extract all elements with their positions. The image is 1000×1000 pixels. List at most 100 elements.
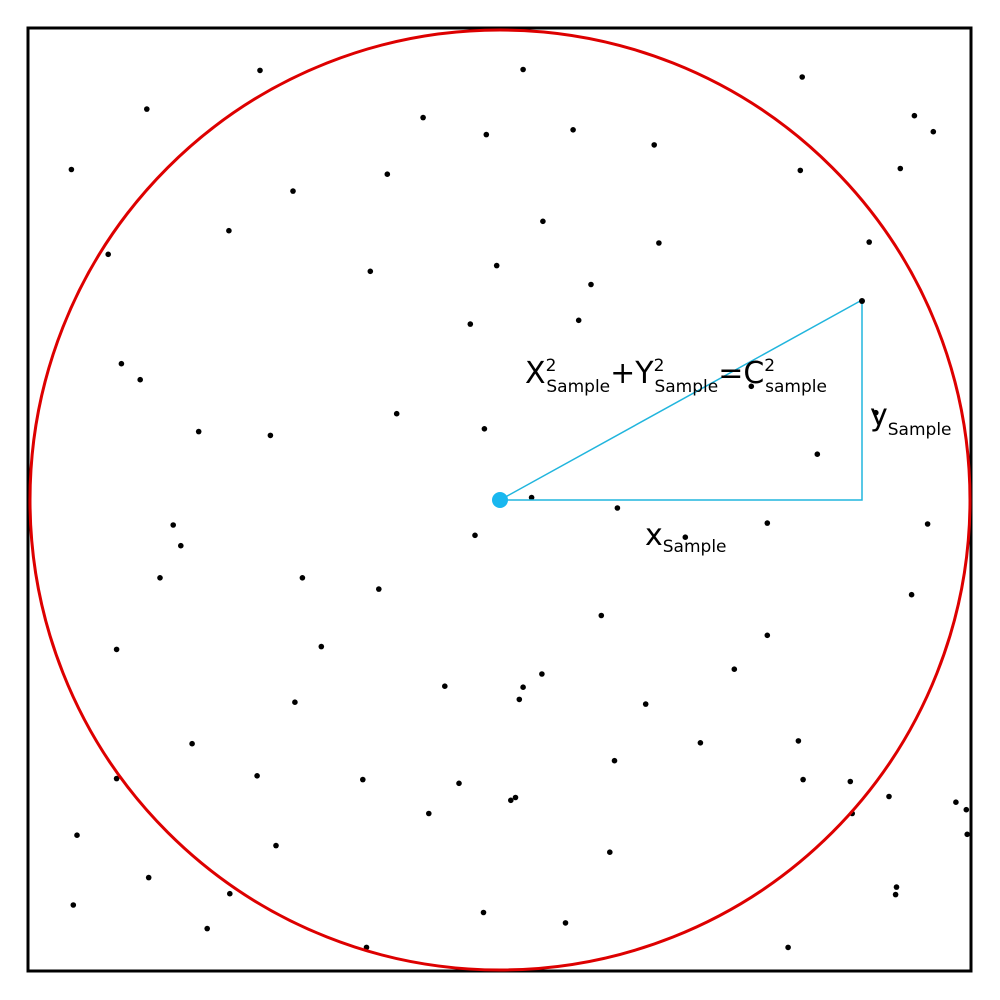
sample-point	[615, 505, 621, 511]
y-label-main: y	[870, 398, 888, 433]
sample-point	[319, 644, 325, 650]
sample-point	[848, 779, 854, 785]
sample-point	[886, 794, 892, 800]
sample-point	[732, 666, 738, 672]
sample-point	[520, 684, 526, 690]
x-label-main: x	[645, 518, 663, 553]
sample-point	[909, 592, 915, 598]
sample-point	[71, 902, 77, 908]
sample-point	[576, 318, 582, 324]
sample-point	[898, 166, 904, 172]
sample-point	[227, 891, 233, 897]
sample-point	[765, 520, 771, 526]
sample-point	[254, 773, 260, 779]
sample-point	[74, 832, 80, 838]
sample-point	[798, 168, 804, 174]
sample-point	[196, 429, 202, 435]
x-label-sub: Sample	[663, 537, 727, 557]
sample-point	[925, 521, 931, 527]
eq-c-sup: 2	[764, 356, 775, 376]
sample-point	[178, 543, 184, 549]
sample-point	[119, 361, 125, 367]
sample-point	[964, 832, 970, 838]
sample-point	[612, 758, 618, 764]
sample-point	[144, 106, 150, 112]
sample-point	[815, 451, 821, 457]
sample-point	[292, 699, 298, 705]
sample-point	[484, 132, 490, 138]
sample-point	[599, 613, 605, 619]
y-sample-label: ySample	[870, 398, 952, 440]
sample-point	[368, 269, 374, 275]
sample-point	[588, 282, 594, 288]
sample-point	[482, 426, 488, 432]
eq-y-sub: Sample	[654, 377, 718, 397]
sample-point	[800, 777, 806, 783]
sample-point	[539, 671, 545, 677]
sample-point	[170, 522, 176, 528]
sample-point	[494, 263, 500, 269]
sample-point	[964, 807, 970, 813]
right-triangle	[500, 300, 862, 500]
sample-point	[607, 849, 613, 855]
sample-point	[796, 738, 802, 744]
sample-point	[765, 633, 771, 639]
sample-point	[698, 740, 704, 746]
sample-point	[520, 67, 526, 73]
eq-x-sub: Sample	[546, 377, 610, 397]
sample-point	[442, 683, 448, 689]
sample-point	[394, 411, 400, 417]
eq-equals: =	[718, 356, 743, 391]
sample-point	[385, 171, 391, 177]
sample-point	[953, 799, 959, 805]
sample-point-vertex	[859, 298, 865, 304]
sample-point	[481, 910, 487, 916]
sample-point	[912, 113, 918, 119]
sample-point	[105, 252, 111, 258]
sample-point	[146, 875, 152, 881]
sample-point	[257, 68, 263, 74]
sample-point	[114, 647, 120, 653]
sample-point	[931, 129, 937, 135]
sample-point	[376, 586, 382, 592]
sample-point	[420, 115, 426, 121]
eq-x-sup: 2	[546, 356, 557, 376]
equation-label: X2 Sample+Y2 Sample=C2 sample	[525, 356, 827, 397]
sample-point	[189, 741, 195, 747]
eq-c: C	[743, 356, 764, 391]
sample-point	[799, 74, 805, 80]
sample-point	[137, 377, 143, 383]
sample-point	[893, 892, 899, 898]
sample-point	[290, 188, 296, 194]
sample-point	[204, 926, 210, 932]
sample-point	[540, 219, 546, 225]
center-point	[492, 492, 508, 508]
sample-point	[456, 781, 462, 787]
eq-plus: +	[610, 356, 635, 391]
sample-point	[468, 321, 474, 327]
y-label-sub: Sample	[888, 420, 952, 440]
sample-point	[866, 239, 872, 245]
sample-point	[517, 697, 523, 703]
sample-point	[472, 533, 478, 539]
sample-point	[513, 795, 519, 801]
eq-y-sup: 2	[654, 356, 665, 376]
sample-point	[785, 945, 791, 951]
sample-point	[656, 240, 662, 246]
sample-point	[300, 575, 306, 581]
sample-point	[643, 701, 649, 707]
sample-point	[894, 884, 900, 890]
sample-point	[651, 142, 657, 148]
x-sample-label: xSample	[645, 518, 727, 557]
eq-x: X	[525, 356, 546, 391]
sample-point	[268, 433, 274, 439]
eq-y: Y	[634, 356, 654, 391]
sample-point	[570, 127, 576, 133]
sample-point	[426, 811, 432, 817]
sample-point	[226, 228, 232, 234]
eq-c-sub: sample	[765, 377, 827, 397]
sample-point	[508, 798, 514, 804]
sample-point	[157, 575, 163, 581]
sample-point	[273, 843, 279, 849]
